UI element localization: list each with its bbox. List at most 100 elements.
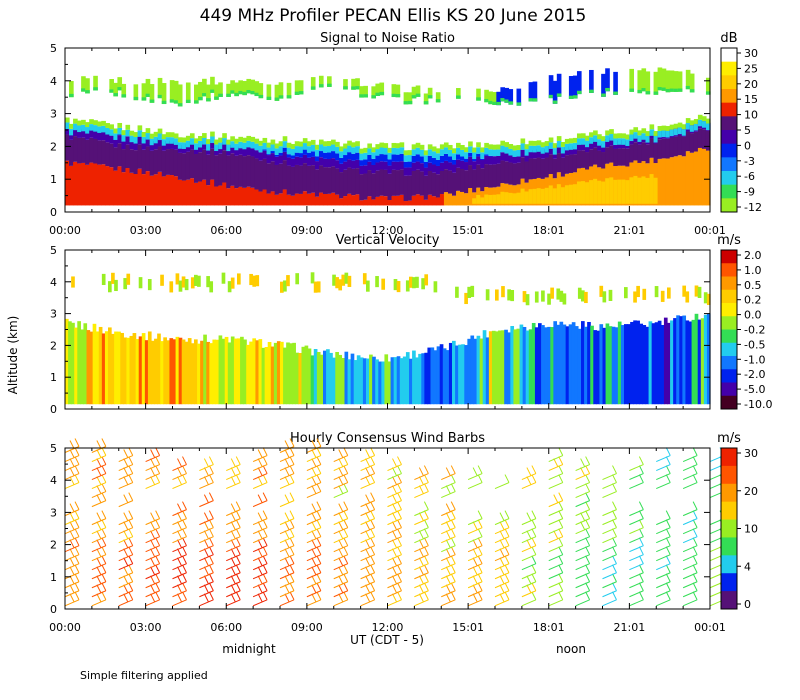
wind-barb: [177, 530, 182, 539]
snr-cell: [351, 78, 356, 90]
wind-barb: [397, 519, 402, 528]
wind-barb: [445, 557, 451, 566]
wind-barb: [638, 474, 644, 483]
velocity-cell: [344, 272, 349, 284]
wind-barb: [343, 555, 349, 564]
wind-barb: [665, 555, 671, 564]
wind-barb: [531, 528, 537, 537]
wind-barb: [226, 572, 241, 580]
wind-barb: [96, 539, 102, 548]
snr-cell: [81, 76, 86, 92]
snr-cell: [246, 186, 252, 206]
snr-cell: [210, 136, 215, 144]
velocity-cell: [473, 338, 478, 405]
snr-cell: [318, 157, 324, 166]
snr-cell: [189, 149, 195, 179]
snr-cell: [77, 125, 82, 133]
snr-cell: [476, 153, 481, 157]
wind-barb: [118, 518, 133, 526]
wind-barb: [306, 509, 322, 517]
wind-barb: [311, 539, 317, 548]
wind-barb: [123, 530, 129, 539]
x-tick-label: 03:00: [130, 621, 162, 634]
wind-barb: [665, 474, 671, 483]
snr-cell: [262, 189, 268, 206]
velocity-cell: [286, 275, 290, 287]
snr-cell: [544, 141, 550, 146]
snr-cell: [685, 69, 691, 90]
snr-cell: [572, 154, 578, 173]
wind-barb: [445, 539, 451, 548]
y-tick-label: 5: [50, 244, 57, 257]
snr-cell: [137, 144, 143, 169]
snr-cell: [645, 136, 651, 143]
snr-cell: [214, 139, 219, 145]
snr-cell: [677, 122, 683, 128]
snr-cell: [677, 71, 683, 92]
snr-cell: [512, 145, 518, 151]
wind-barb: [311, 449, 317, 458]
wind-barb: [602, 491, 617, 499]
snr-cell: [645, 131, 651, 137]
wind-barb: [226, 482, 241, 490]
snr-cell: [613, 148, 618, 167]
velocity-cell: [120, 332, 124, 405]
snr-cell: [73, 136, 78, 162]
snr-cell: [189, 141, 195, 150]
snr-cell: [480, 168, 485, 192]
velocity-cell: [522, 326, 527, 405]
velocity-cell: [544, 327, 548, 405]
wind-barb: [477, 510, 483, 519]
snr-cell: [327, 152, 332, 160]
wind-barb: [692, 474, 698, 483]
snr-cell: [375, 196, 381, 206]
wind-barb: [64, 482, 80, 490]
snr-cell: [673, 71, 679, 92]
wind-barb: [499, 575, 505, 584]
snr-cell: [339, 163, 344, 173]
velocity-cell: [427, 347, 432, 405]
velocity-cell: [77, 321, 81, 405]
wind-barb: [521, 473, 537, 481]
wind-barb: [118, 464, 133, 471]
wind-barb: [472, 521, 478, 530]
wind-barb: [338, 521, 344, 530]
velocity-cell: [667, 287, 671, 299]
wind-barb: [333, 581, 348, 589]
wind-barb: [467, 473, 483, 481]
wind-barb: [74, 555, 80, 564]
velocity-cell: [488, 331, 493, 405]
velocity-cell: [200, 340, 204, 405]
snr-cell: [290, 195, 296, 206]
snr-cell: [355, 159, 360, 169]
velocity-cell: [660, 290, 665, 302]
snr-cell: [177, 103, 183, 107]
velocity-cell: [455, 345, 459, 405]
snr-cell: [141, 141, 147, 150]
snr-cell: [556, 144, 562, 154]
snr-cell: [351, 195, 356, 206]
wind-barb: [311, 521, 317, 530]
velocity-cell: [584, 326, 588, 405]
snr-cell: [585, 143, 590, 153]
snr-cell: [415, 194, 421, 206]
snr-cell: [665, 158, 671, 206]
wind-barb: [414, 581, 429, 589]
velocity-cell: [123, 337, 128, 405]
snr-cell: [548, 146, 554, 155]
snr-cell: [407, 161, 413, 168]
snr-cell: [113, 93, 119, 97]
wind-barb: [123, 458, 129, 467]
velocity-cell: [620, 325, 625, 405]
wind-barb: [230, 566, 236, 575]
velocity-cell: [101, 333, 106, 405]
wind-barb: [370, 510, 376, 519]
wind-barb: [682, 563, 698, 571]
wind-barb: [387, 527, 402, 535]
snr-cell: [464, 193, 469, 206]
wind-barb: [472, 557, 478, 566]
snr-cell: [339, 146, 344, 152]
snr-cell: [133, 150, 139, 175]
snr-cell: [568, 184, 574, 204]
